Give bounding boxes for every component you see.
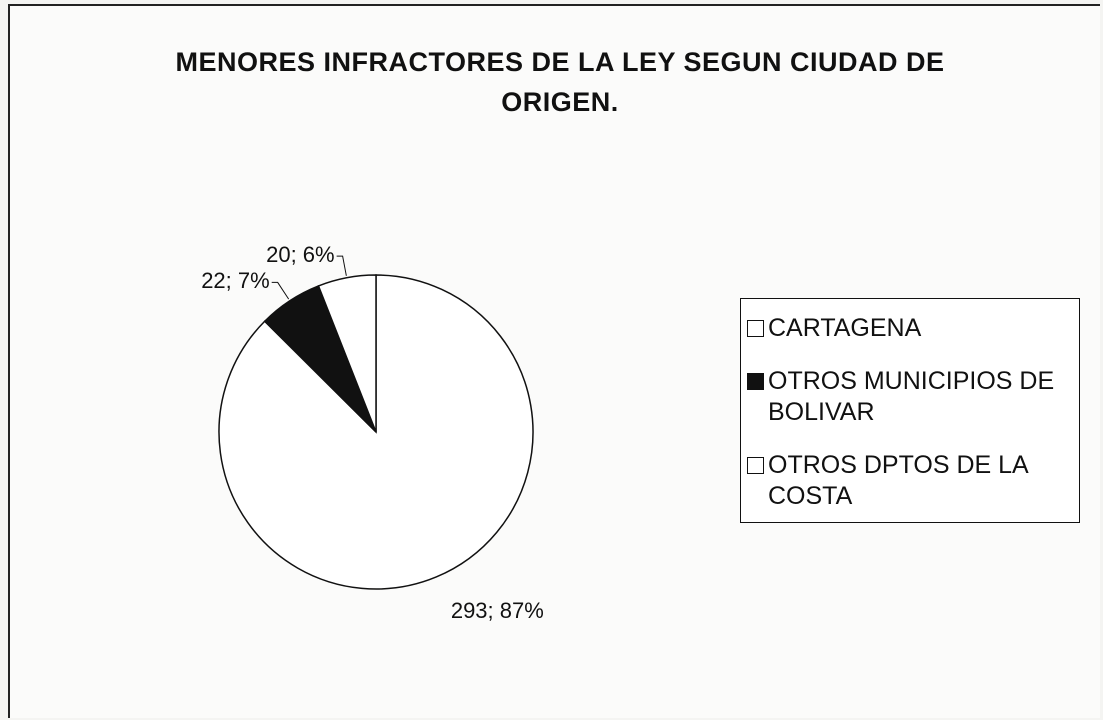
- legend: CARTAGENA OTROS MUNICIPIOS DE BOLIVAR OTRO…: [740, 298, 1080, 523]
- legend-label: CARTAGENA: [768, 314, 922, 342]
- leader-line: [271, 281, 290, 300]
- pie-slice: [317, 274, 377, 433]
- data-label: 20; 6%: [266, 242, 335, 267]
- data-label: 22; 7%: [201, 268, 270, 293]
- leader-line: [336, 255, 347, 276]
- legend-label: OTROS DPTOS DE LA COSTA: [768, 451, 1028, 510]
- legend-swatch: [747, 373, 764, 390]
- legend-label: OTROS MUNICIPIOS DE BOLIVAR: [768, 367, 1055, 426]
- legend-item: OTROS DPTOS DE LA COSTA: [747, 450, 1073, 512]
- data-label: 293; 87%: [451, 598, 544, 623]
- legend-item: CARTAGENA: [747, 313, 1073, 344]
- legend-swatch: [747, 320, 764, 337]
- legend-swatch: [747, 457, 764, 474]
- legend-item: OTROS MUNICIPIOS DE BOLIVAR: [747, 366, 1073, 428]
- chart-title: MENORES INFRACTORES DE LA LEY SEGUN CIUD…: [175, 47, 945, 117]
- pie-slice: [218, 274, 534, 590]
